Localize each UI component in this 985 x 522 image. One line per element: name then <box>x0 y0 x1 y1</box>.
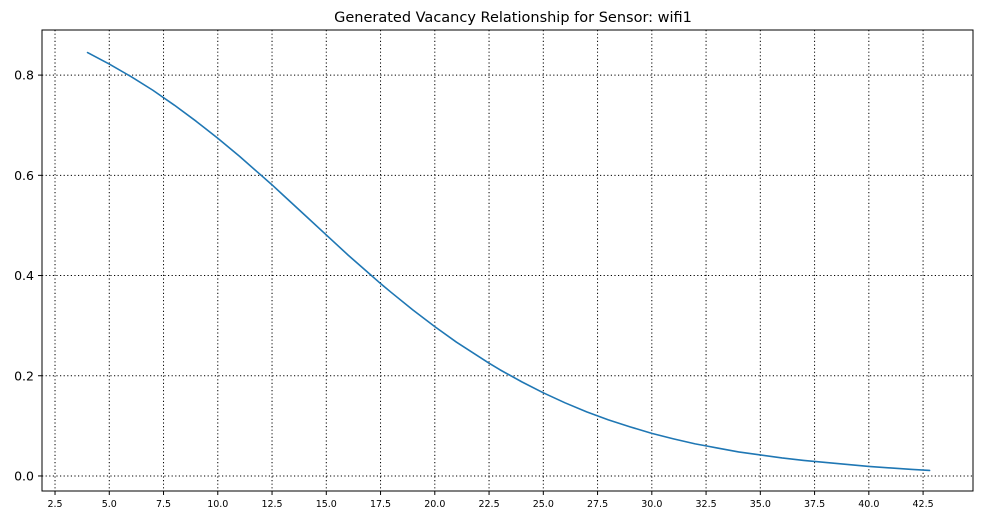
series-line <box>86 51 931 472</box>
x-tick-label: 35.0 <box>750 499 771 510</box>
x-tick-label: 40.0 <box>858 499 879 510</box>
chart-title: Generated Vacancy Relationship for Senso… <box>334 10 692 26</box>
x-tick-label: 15.0 <box>316 499 337 510</box>
x-tick-label: 25.0 <box>533 499 554 510</box>
y-tick-label: 0.6 <box>14 168 34 183</box>
plot-frame <box>41 29 974 492</box>
x-axis: 2.5 5.0 7.5 10.0 12.5 15.0 17.5 20.0 22.5 25.0 27.… <box>47 491 934 510</box>
x-tick-label: 20.0 <box>424 499 445 510</box>
x-tick-label: 7.5 <box>156 499 171 510</box>
y-tick-label: 0.8 <box>14 68 34 83</box>
y-tick-label: 0.4 <box>14 268 34 283</box>
series-layer <box>86 51 931 472</box>
x-tick-label: 12.5 <box>261 499 282 510</box>
y-tick-label: 0.0 <box>14 468 34 483</box>
x-tick-label: 5.0 <box>102 499 117 510</box>
y-axis: 0.0 0.2 0.4 0.6 0.8 <box>14 68 42 483</box>
x-tick-label: 27.5 <box>587 499 608 510</box>
x-tick-label: 37.5 <box>804 499 825 510</box>
x-tick-label: 17.5 <box>370 499 391 510</box>
grid-lines <box>42 30 973 491</box>
y-tick-label: 0.2 <box>14 368 34 383</box>
x-tick-label: 22.5 <box>478 499 499 510</box>
x-tick-label: 42.5 <box>913 499 934 510</box>
x-tick-label: 30.0 <box>641 499 662 510</box>
x-tick-label: 2.5 <box>47 499 62 510</box>
x-tick-label: 10.0 <box>207 499 228 510</box>
x-tick-label: 32.5 <box>695 499 716 510</box>
